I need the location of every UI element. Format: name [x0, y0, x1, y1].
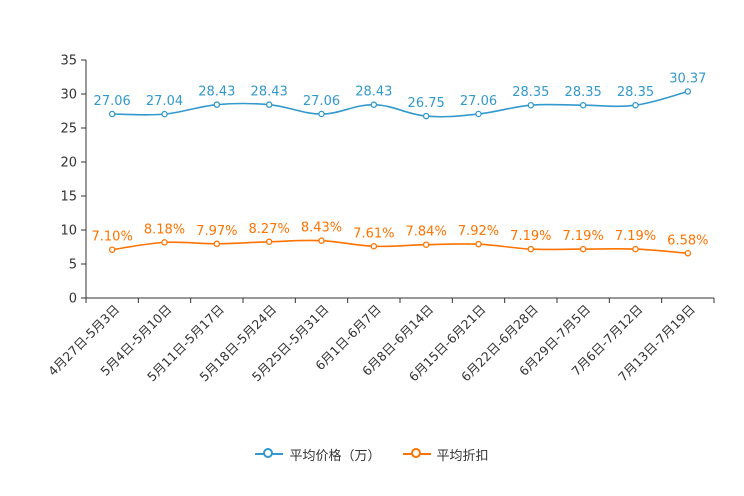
- data-point[interactable]: [684, 250, 692, 257]
- data-point[interactable]: [161, 239, 168, 246]
- data-point[interactable]: [318, 110, 325, 118]
- data-label: 7.92%: [458, 224, 499, 239]
- y-tick-label: 20: [60, 156, 77, 171]
- data-label: 7.61%: [353, 226, 394, 241]
- series-line-0: [112, 90, 689, 118]
- data-label: 27.06: [303, 94, 340, 109]
- data-label: 28.43: [355, 85, 392, 100]
- y-tick-label: 30: [60, 88, 77, 103]
- legend-item-price[interactable]: 平均价格（万）: [255, 445, 381, 464]
- series-1: 7.10% 8.18% 7.97% 8.27% 8.43% 7.61% 7.84% 7.92%…: [92, 221, 708, 257]
- data-label: 7.19%: [615, 229, 656, 244]
- data-point[interactable]: [632, 101, 639, 109]
- data-label: 8.43%: [301, 221, 342, 236]
- series-0: 27.06 27.04 28.43 28.43 27.06 28.43 26.75 27.06…: [94, 71, 706, 120]
- data-point[interactable]: [108, 110, 116, 118]
- data-label: 7.19%: [563, 229, 604, 244]
- data-point[interactable]: [684, 88, 692, 95]
- data-point[interactable]: [265, 238, 273, 246]
- data-label: 26.75: [408, 96, 445, 111]
- data-label: 8.27%: [249, 222, 290, 237]
- data-label: 7.97%: [196, 224, 237, 239]
- data-label: 28.43: [198, 85, 235, 100]
- data-point[interactable]: [527, 101, 535, 109]
- data-point[interactable]: [422, 241, 430, 248]
- data-label: 28.35: [512, 85, 549, 100]
- legend-label-price: 平均价格（万）: [289, 448, 381, 464]
- y-tick-label: 15: [60, 190, 77, 205]
- series-layer: 27.06 27.04 28.43 28.43 27.06 28.43 26.75 27.06…: [92, 71, 708, 257]
- data-label: 7.84%: [406, 225, 447, 240]
- data-label: 6.58%: [667, 233, 708, 248]
- series-line-1: [112, 239, 688, 255]
- legend-dot-price-icon: [263, 448, 274, 458]
- data-label: 7.10%: [92, 230, 133, 245]
- data-label: 27.04: [146, 94, 183, 109]
- data-point[interactable]: [475, 240, 482, 248]
- data-point[interactable]: [475, 110, 482, 118]
- data-point[interactable]: [370, 101, 378, 108]
- legend-dot-discount-icon: [410, 448, 421, 458]
- data-label: 7.19%: [510, 229, 551, 244]
- legend-item-discount[interactable]: 平均折扣: [402, 445, 489, 464]
- data-point[interactable]: [370, 243, 378, 250]
- data-label: 28.35: [565, 85, 602, 100]
- y-tick-label: 0: [69, 292, 77, 307]
- data-label: 27.06: [94, 94, 131, 109]
- y-tick-label: 35: [60, 54, 77, 69]
- legend-label-discount: 平均折扣: [436, 448, 489, 464]
- legend-swatch-discount: [402, 447, 431, 461]
- legend: 平均价格（万） 平均折扣: [0, 444, 744, 464]
- data-point[interactable]: [213, 240, 221, 248]
- data-point[interactable]: [213, 101, 221, 108]
- data-point[interactable]: [318, 237, 325, 244]
- legend-swatch-price: [255, 447, 284, 461]
- data-point[interactable]: [632, 245, 639, 253]
- data-point[interactable]: [579, 101, 587, 109]
- y-tick-label: 5: [69, 258, 77, 273]
- data-point[interactable]: [265, 101, 273, 108]
- data-label: 30.37: [669, 71, 706, 86]
- data-point[interactable]: [527, 245, 535, 253]
- data-point[interactable]: [108, 246, 116, 253]
- data-point[interactable]: [422, 112, 430, 120]
- y-tick-label: 25: [60, 122, 77, 137]
- data-label: 8.18%: [144, 222, 185, 237]
- data-point[interactable]: [579, 245, 587, 253]
- data-label: 28.43: [251, 85, 288, 100]
- y-tick-label: 10: [60, 224, 77, 239]
- data-point[interactable]: [161, 110, 168, 118]
- data-label: 28.35: [617, 85, 654, 100]
- data-label: 27.06: [460, 94, 497, 109]
